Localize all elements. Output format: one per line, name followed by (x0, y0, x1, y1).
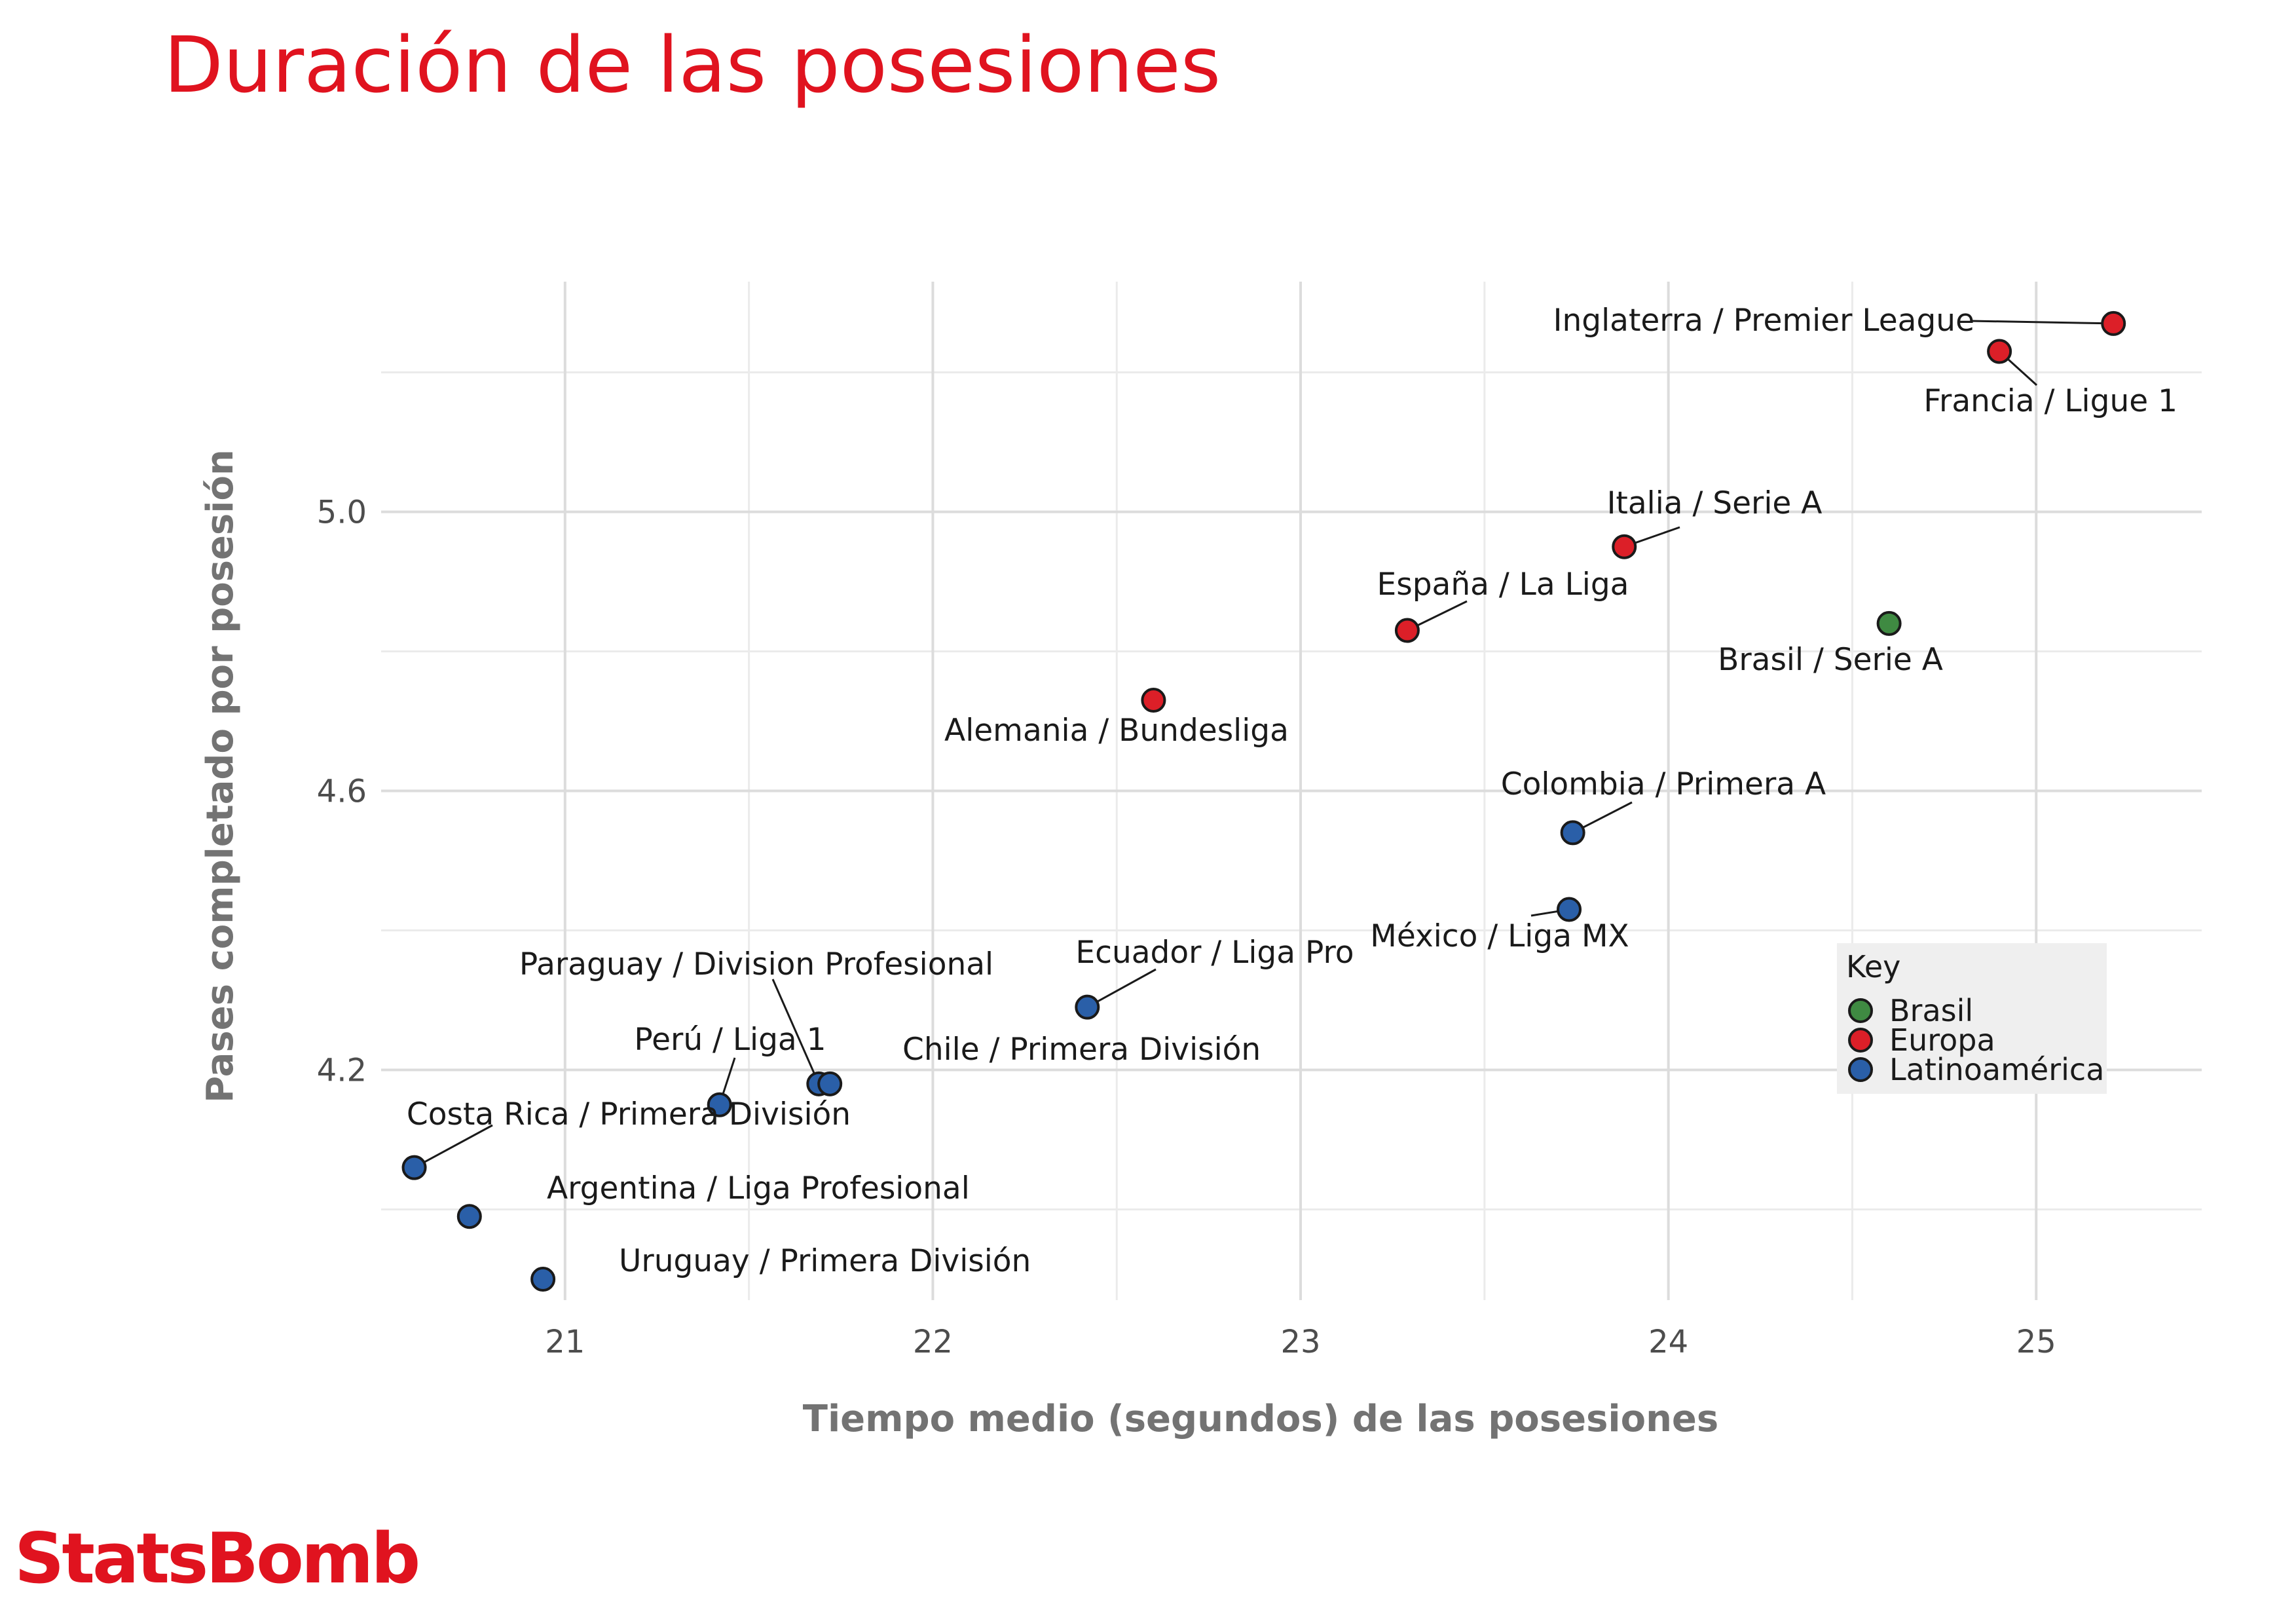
legend-label: Europa (1889, 1022, 1995, 1058)
data-point (401, 1155, 427, 1180)
data-point (1394, 618, 1420, 643)
legend-swatch (1848, 998, 1873, 1023)
data-point (1876, 610, 1902, 636)
data-point (1987, 339, 2012, 364)
point-label: Brasil / Serie A (1718, 642, 1943, 678)
point-label: Perú / Liga 1 (634, 1022, 826, 1058)
data-point (707, 1092, 732, 1117)
data-point (817, 1071, 843, 1096)
x-axis-title: Tiempo medio (segundos) de las posesione… (803, 1398, 1719, 1440)
legend-swatch (1848, 1028, 1873, 1053)
label-connector (1086, 968, 1157, 1008)
legend-title: Key (1846, 949, 1900, 984)
x-tick-label: 24 (1648, 1324, 1688, 1360)
data-point (1075, 994, 1100, 1020)
statsbomb-logo: StatsBomb (14, 1518, 420, 1599)
data-point (456, 1204, 482, 1229)
y-tick-label: 5.0 (317, 494, 367, 531)
data-point (530, 1267, 556, 1292)
label-connector (771, 979, 820, 1085)
label-connector (413, 1124, 493, 1168)
data-point (2101, 310, 2126, 336)
point-label: Paraguay / Division Profesional (519, 946, 993, 982)
point-label: Costa Rica / Primera División (407, 1096, 851, 1132)
point-label: México / Liga MX (1370, 918, 1629, 954)
point-label: Argentina / Liga Profesional (547, 1170, 970, 1206)
point-label: Chile / Primera División (902, 1032, 1261, 1068)
data-point (1557, 897, 1582, 922)
legend-box (1837, 943, 2107, 1094)
y-tick-label: 4.6 (317, 774, 367, 810)
legend-swatch (1848, 1057, 1873, 1082)
point-label: Italia / Serie A (1607, 485, 1823, 521)
data-point (1141, 688, 1166, 713)
y-axis-title: Pases completado por posesión (199, 449, 242, 1103)
point-label: Ecuador / Liga Pro (1075, 935, 1354, 971)
point-label: Francia / Ligue 1 (1923, 383, 2177, 419)
legend-label: Latinoamérica (1889, 1052, 2104, 1087)
x-tick-label: 25 (2016, 1324, 2056, 1360)
point-label: Uruguay / Primera División (619, 1243, 1031, 1279)
x-tick-label: 21 (545, 1324, 585, 1360)
point-label: España / La Liga (1377, 567, 1629, 603)
y-tick-label: 4.2 (317, 1053, 367, 1089)
data-point (1560, 820, 1585, 846)
page-title: Duración de las posesiones (164, 20, 1221, 110)
label-connector (1971, 320, 2114, 325)
point-label: Colombia / Primera A (1501, 766, 1826, 802)
point-label: Alemania / Bundesliga (944, 713, 1289, 749)
data-point (1612, 534, 1637, 559)
x-tick-label: 23 (1281, 1324, 1321, 1360)
point-label: Inglaterra / Premier League (1553, 303, 1974, 339)
x-tick-label: 22 (913, 1324, 953, 1360)
legend-label: Brasil (1889, 993, 1973, 1028)
